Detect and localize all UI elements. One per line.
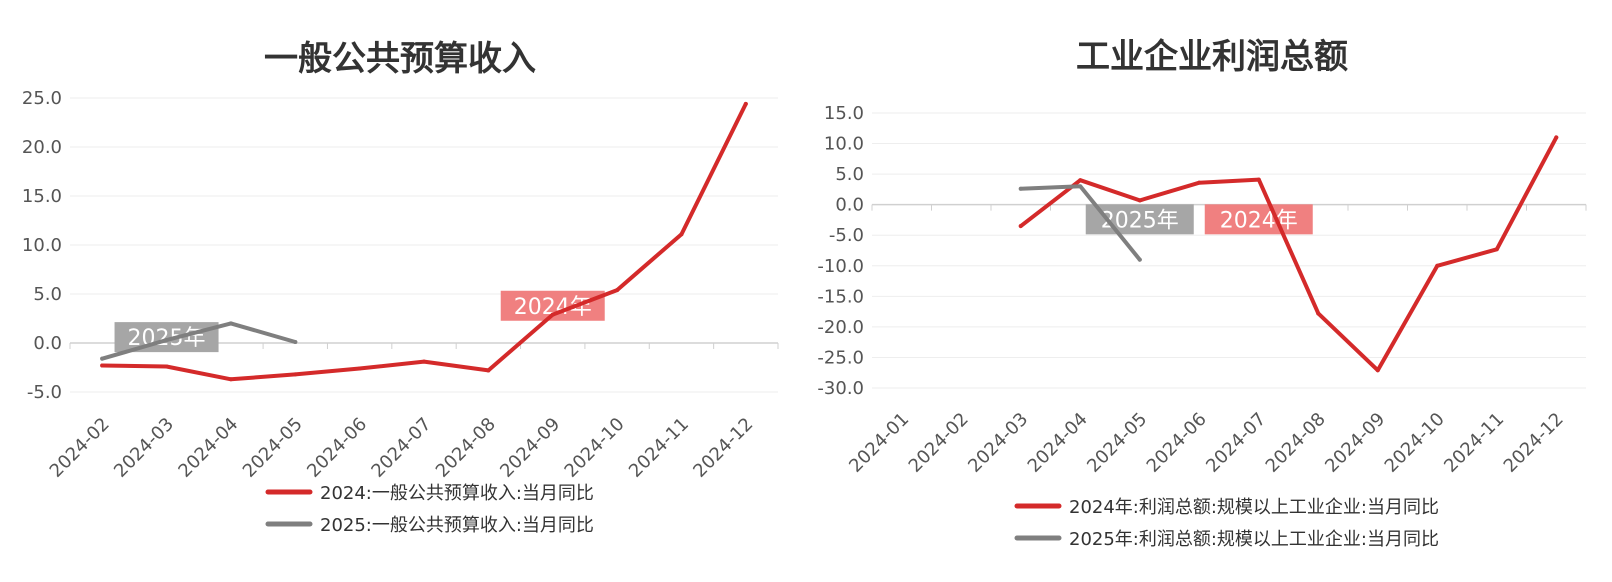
x-tick-label: 2024-03 [964, 409, 1032, 477]
y-tick-label: 0.0 [835, 195, 864, 216]
x-tick-label: 2024-07 [1202, 409, 1270, 477]
annotation-tag [1204, 204, 1313, 235]
legend-label: 2024:一般公共预算收入:当月同比 [320, 483, 594, 504]
data-point [164, 364, 169, 369]
data-point [293, 372, 298, 377]
annotation-label: 2024年 [1220, 208, 1298, 233]
x-tick-label: 2024-08 [432, 414, 500, 482]
y-tick-label: 0.0 [33, 333, 62, 354]
data-point [100, 356, 105, 361]
data-point [615, 288, 620, 293]
data-point [1078, 178, 1083, 183]
x-tick-label: 2024-02 [46, 414, 114, 482]
x-tick-label: 2024-08 [1262, 409, 1330, 477]
y-tick-label: -5.0 [829, 225, 864, 246]
data-point [486, 368, 491, 373]
legend-label: 2025年:利润总额:规模以上工业企业:当月同比 [1069, 529, 1439, 550]
data-point [1018, 224, 1023, 229]
y-tick-label: 20.0 [22, 137, 62, 158]
data-point [1435, 263, 1440, 268]
x-tick-label: 2024-05 [239, 414, 307, 482]
data-point [679, 232, 684, 237]
x-tick-label: 2024-12 [1500, 409, 1568, 477]
data-point [357, 366, 362, 371]
y-tick-label: 25.0 [22, 88, 62, 109]
y-tick-label: -5.0 [27, 382, 62, 403]
data-point [1316, 311, 1321, 316]
y-tick-label: -25.0 [817, 347, 864, 368]
data-point [422, 359, 426, 364]
x-tick-label: 2024-06 [1143, 409, 1211, 477]
x-tick-label: 2024-05 [1083, 409, 1151, 477]
annotation-label: 2025年 [1101, 208, 1179, 233]
x-tick-label: 2024-07 [367, 414, 435, 482]
annotation-tag [1085, 204, 1194, 235]
series-line-0 [1018, 135, 1559, 373]
data-point [1256, 177, 1261, 182]
x-tick-label: 2024-11 [1440, 409, 1508, 477]
data-point [743, 101, 748, 106]
data-point [1137, 257, 1142, 262]
data-point [293, 340, 298, 345]
y-tick-label: 10.0 [22, 235, 62, 256]
chart-general-budget-revenue: 一般公共预算收入 25.0 20.0 15.0 10.0 5.0 0.0 -5.0 2024-… [22, 39, 779, 536]
data-point [1375, 368, 1380, 373]
y-tick-label: -30.0 [817, 378, 864, 399]
data-point [1554, 135, 1559, 140]
data-point [228, 321, 233, 326]
x-tick-label: 2024-06 [303, 414, 371, 482]
x-tick-label: 2024-03 [110, 414, 178, 482]
x-tick-label: 2024-10 [561, 414, 629, 482]
data-point [228, 377, 233, 382]
x-tick-label: 2024-01 [845, 409, 913, 477]
data-point [1078, 184, 1083, 189]
x-tick-label: 2024-12 [689, 414, 757, 482]
x-tick-label: 2024-02 [905, 409, 973, 477]
series-line-1 [100, 321, 298, 361]
data-point [1197, 180, 1202, 185]
x-tick-label: 2024-04 [174, 414, 242, 482]
chart-title: 工业企业利润总额 [1076, 37, 1348, 77]
data-point [550, 312, 555, 317]
y-tick-label: 15.0 [22, 186, 62, 207]
annotation-tag [114, 322, 219, 353]
data-point [164, 338, 169, 343]
chart-industrial-profit: 工业企业利润总额 15.0 10.0 5.0 0.0 -5.0 -10.0 -15.0 -20… [817, 37, 1587, 550]
data-point [1137, 198, 1142, 203]
data-point [1018, 186, 1023, 191]
y-tick-label: -15.0 [817, 286, 864, 307]
y-tick-label: 5.0 [33, 284, 62, 305]
x-tick-label: 2024-09 [496, 414, 564, 482]
y-tick-label: -20.0 [817, 317, 864, 338]
data-point [1494, 247, 1499, 252]
y-tick-label: -10.0 [817, 256, 864, 277]
chart-title: 一般公共预算收入 [264, 39, 536, 79]
legend-label: 2025:一般公共预算收入:当月同比 [320, 515, 594, 536]
y-tick-label: 10.0 [824, 134, 864, 155]
y-tick-label: 15.0 [824, 103, 864, 124]
x-tick-label: 2024-10 [1381, 409, 1449, 477]
x-tick-label: 2024-09 [1321, 409, 1389, 477]
y-tick-label: 5.0 [835, 164, 864, 185]
legend-label: 2024年:利润总额:规模以上工业企业:当月同比 [1069, 497, 1439, 518]
x-tick-label: 2024-11 [625, 414, 693, 482]
data-point [100, 363, 105, 368]
x-tick-label: 2024-04 [1024, 409, 1092, 477]
